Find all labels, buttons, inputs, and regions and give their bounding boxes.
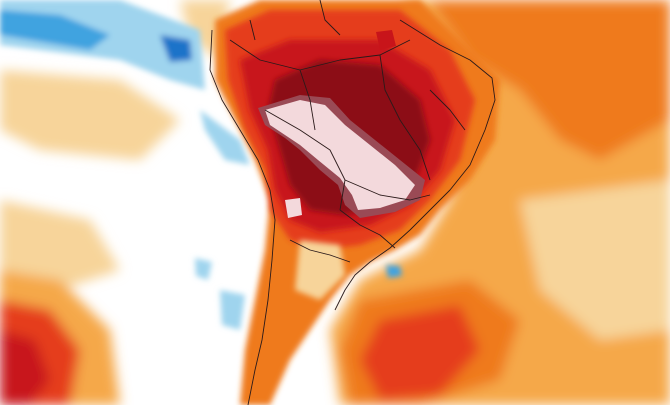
pacific-coastline — [209, 29, 276, 405]
continent-heat-anomaly — [215, 0, 500, 405]
warm-anomaly-atlantic — [330, 0, 670, 405]
country-borders — [209, 0, 496, 405]
atlantic-coastline — [334, 19, 496, 311]
warm-anomaly-pacific — [0, 0, 230, 405]
cold-anomaly-pacific — [0, 0, 402, 330]
extreme-core-center — [265, 100, 415, 210]
